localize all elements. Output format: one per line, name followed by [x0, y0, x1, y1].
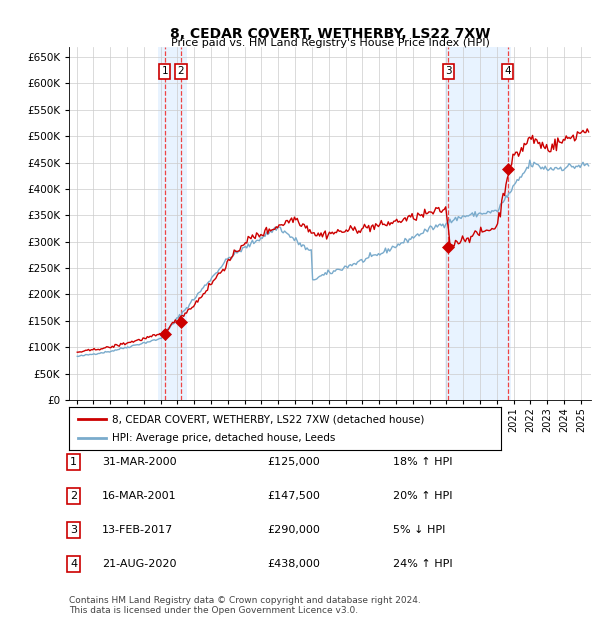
Text: Contains HM Land Registry data © Crown copyright and database right 2024.
This d: Contains HM Land Registry data © Crown c… — [69, 596, 421, 615]
Text: 1: 1 — [161, 66, 168, 76]
Text: 18% ↑ HPI: 18% ↑ HPI — [393, 457, 452, 467]
Text: 20% ↑ HPI: 20% ↑ HPI — [393, 491, 452, 501]
Text: 4: 4 — [505, 66, 511, 76]
Text: 8, CEDAR COVERT, WETHERBY, LS22 7XW: 8, CEDAR COVERT, WETHERBY, LS22 7XW — [170, 27, 490, 41]
Text: 2: 2 — [178, 66, 184, 76]
Text: 3: 3 — [70, 525, 77, 535]
Text: £290,000: £290,000 — [267, 525, 320, 535]
Bar — [158, 46, 187, 400]
Text: 31-MAR-2000: 31-MAR-2000 — [102, 457, 176, 467]
Bar — [445, 46, 511, 400]
Text: 8, CEDAR COVERT, WETHERBY, LS22 7XW (detached house): 8, CEDAR COVERT, WETHERBY, LS22 7XW (det… — [112, 414, 425, 424]
Text: 5% ↓ HPI: 5% ↓ HPI — [393, 525, 445, 535]
Text: £125,000: £125,000 — [267, 457, 320, 467]
Text: HPI: Average price, detached house, Leeds: HPI: Average price, detached house, Leed… — [112, 433, 335, 443]
Text: £438,000: £438,000 — [267, 559, 320, 569]
Text: 13-FEB-2017: 13-FEB-2017 — [102, 525, 173, 535]
Text: 16-MAR-2001: 16-MAR-2001 — [102, 491, 176, 501]
Text: 3: 3 — [445, 66, 452, 76]
Text: 4: 4 — [70, 559, 77, 569]
Text: £147,500: £147,500 — [267, 491, 320, 501]
Text: 2: 2 — [70, 491, 77, 501]
Text: Price paid vs. HM Land Registry's House Price Index (HPI): Price paid vs. HM Land Registry's House … — [170, 38, 490, 48]
Text: 1: 1 — [70, 457, 77, 467]
Text: 21-AUG-2020: 21-AUG-2020 — [102, 559, 176, 569]
Text: 24% ↑ HPI: 24% ↑ HPI — [393, 559, 452, 569]
